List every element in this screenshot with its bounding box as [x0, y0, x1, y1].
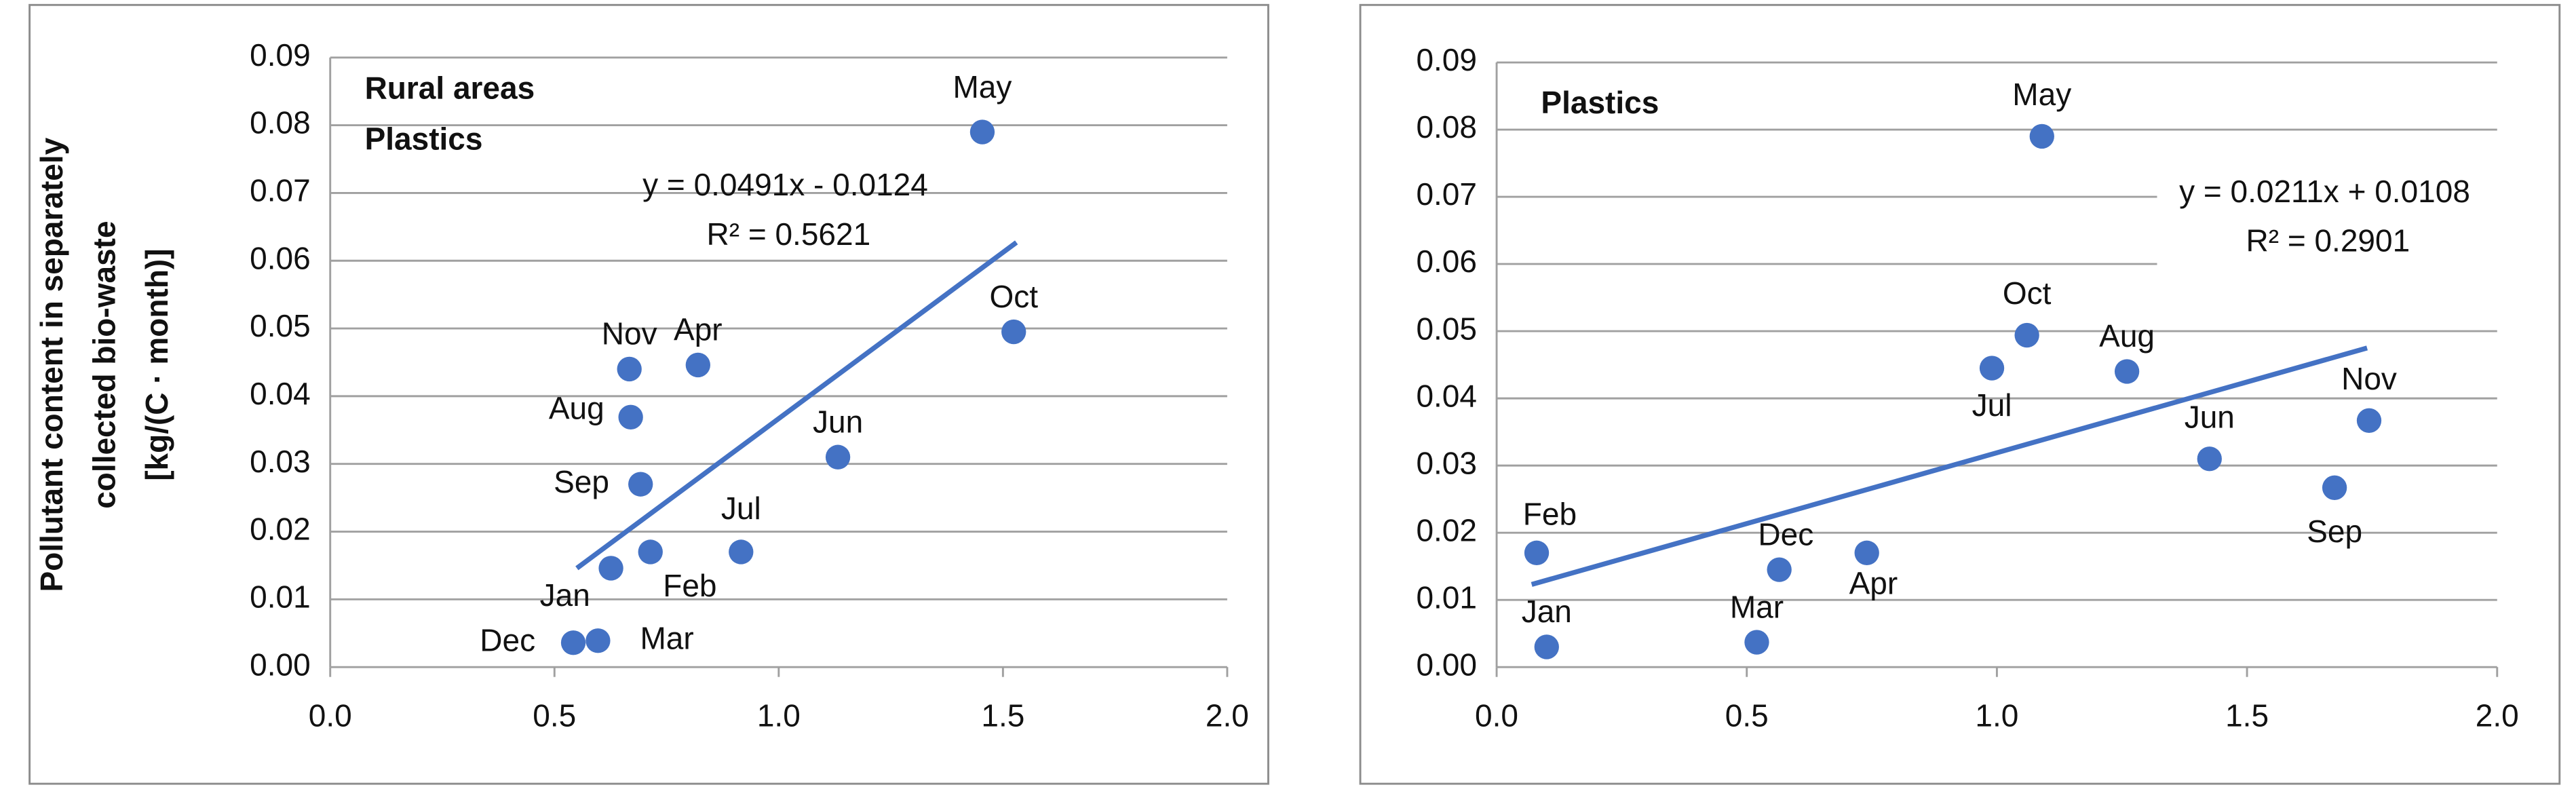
point-label: Dec — [480, 622, 535, 657]
point-label: Jan — [540, 577, 590, 613]
point-label: Aug — [2099, 318, 2155, 354]
data-point — [2029, 123, 2054, 149]
y-tick-label: 0.04 — [250, 376, 311, 411]
data-point — [1854, 540, 1879, 566]
x-tick-label: 2.0 — [1206, 698, 1249, 733]
data-point — [2197, 446, 2222, 472]
trendline — [575, 240, 1018, 571]
x-tick-label: 1.0 — [1975, 698, 2018, 733]
y-axis-label: Pollutant content in separately — [34, 137, 69, 592]
point-label: Oct — [2003, 275, 2052, 311]
point-label: Feb — [1523, 497, 1577, 532]
data-point — [729, 539, 754, 565]
point-label: Oct — [989, 279, 1038, 314]
y-tick-label: 0.06 — [250, 240, 311, 275]
point-label: Jul — [721, 491, 761, 526]
x-tick-label: 0.0 — [309, 698, 352, 733]
y-axis-label: collected bio-waste — [87, 221, 122, 508]
data-point — [1744, 630, 1769, 655]
y-tick-label: 0.01 — [250, 579, 311, 615]
point-label: Sep — [554, 464, 609, 499]
y-tick-label: 0.05 — [1416, 311, 1477, 346]
point-label: May — [953, 69, 1012, 104]
point-label: Mar — [1730, 589, 1784, 624]
point-label: Jun — [813, 404, 863, 439]
data-point — [1001, 319, 1026, 345]
y-tick-label: 0.09 — [1416, 42, 1477, 77]
trendline — [1531, 345, 2368, 587]
point-label: Sep — [2307, 514, 2362, 549]
point-label: Apr — [674, 312, 723, 347]
point-label: May — [2012, 77, 2071, 112]
data-point — [618, 404, 643, 429]
y-tick-label: 0.06 — [1416, 244, 1477, 279]
x-tick-label: 1.0 — [757, 698, 801, 733]
trendline-equation: y = 0.0491x - 0.0124 — [642, 167, 928, 202]
y-tick-label: 0.01 — [1416, 579, 1477, 615]
trendline-r-squared: R² = 0.5621 — [707, 216, 871, 252]
y-tick-label: 0.05 — [250, 308, 311, 343]
y-tick-label: 0.00 — [250, 647, 311, 682]
chart-frame — [28, 3, 1269, 785]
trendline-r-squared: R² = 0.2901 — [2246, 223, 2410, 259]
data-point — [638, 539, 663, 565]
y-tick-label: 0.04 — [1416, 378, 1477, 413]
y-tick-label: 0.02 — [1416, 512, 1477, 548]
trendline-equation: y = 0.0211x + 0.0108 — [2179, 174, 2470, 209]
point-label: Feb — [663, 568, 716, 603]
y-tick-label: 0.00 — [1416, 647, 1477, 682]
y-tick-label: 0.08 — [1416, 109, 1477, 145]
point-label: Mar — [640, 620, 693, 655]
data-point — [628, 472, 653, 497]
point-label: Nov — [2341, 361, 2397, 396]
x-tick-label: 1.5 — [981, 698, 1024, 733]
data-point — [825, 444, 851, 470]
x-tick-label: 0.0 — [1475, 698, 1518, 733]
y-tick-label: 0.03 — [250, 444, 311, 479]
y-tick-label: 0.09 — [250, 37, 311, 73]
data-point — [2014, 322, 2039, 348]
data-point — [2356, 408, 2382, 433]
data-point — [969, 119, 995, 145]
point-label: Aug — [549, 390, 604, 425]
y-tick-label: 0.02 — [250, 512, 311, 547]
equation-box — [2157, 161, 2509, 270]
x-tick-label: 0.5 — [1725, 698, 1769, 733]
chart-frame — [1359, 3, 2561, 785]
data-point — [2114, 359, 2140, 384]
point-label: Jul — [1972, 387, 2012, 423]
x-tick-label: 0.5 — [533, 698, 576, 733]
data-point — [1979, 356, 2005, 381]
y-tick-label: 0.07 — [1416, 176, 1477, 212]
data-point — [1767, 557, 1792, 582]
point-label: Apr — [1849, 565, 1898, 600]
point-label: Nov — [602, 316, 657, 351]
y-axis-label: [kg/(C · month)] — [139, 248, 174, 480]
x-tick-label: 1.5 — [2225, 698, 2269, 733]
data-point — [598, 556, 623, 581]
annotation: Plastics — [365, 121, 483, 156]
y-tick-label: 0.07 — [250, 173, 311, 208]
data-point — [1534, 634, 1559, 660]
y-tick-label: 0.08 — [250, 105, 311, 140]
annotation: Rural areas — [365, 70, 535, 105]
y-tick-label: 0.03 — [1416, 445, 1477, 480]
data-point — [560, 630, 586, 655]
data-point — [2322, 475, 2347, 500]
x-tick-label: 2.0 — [2476, 698, 2519, 733]
data-point — [1524, 540, 1550, 566]
annotation: Plastics — [1541, 85, 1659, 120]
point-label: Dec — [1758, 516, 1813, 552]
data-point — [617, 356, 642, 382]
point-label: Jun — [2185, 399, 2235, 434]
data-point — [585, 628, 611, 653]
data-point — [685, 352, 710, 378]
point-label: Jan — [1522, 594, 1572, 629]
